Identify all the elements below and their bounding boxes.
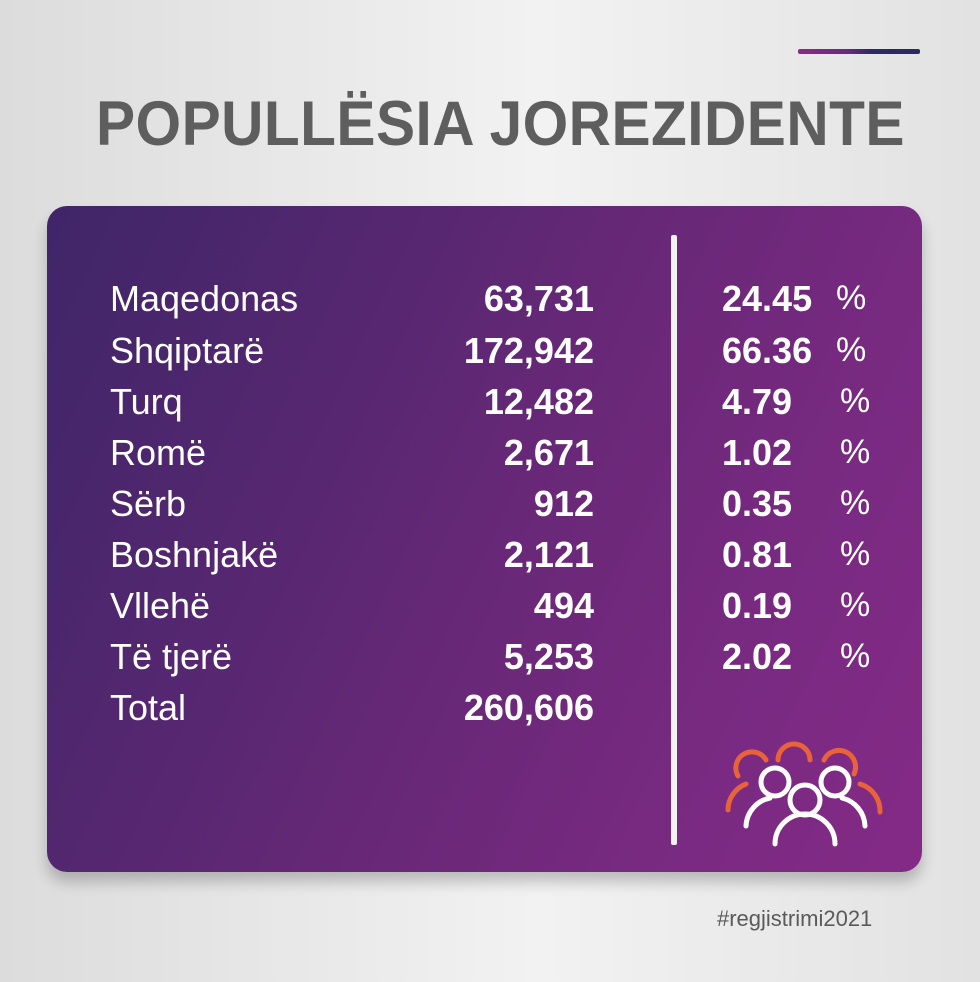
row-value: 12,482	[483, 381, 594, 422]
row-label: Boshnjakë	[110, 534, 279, 575]
page-title: POPULLËSIA JOREZIDENTE	[96, 89, 905, 159]
row-percent: 2.02	[722, 636, 793, 677]
row-label: Sërb	[110, 483, 187, 524]
total-value: 260,606	[463, 687, 594, 728]
row-label: Shqiptarë	[110, 330, 265, 371]
percent-sign: %	[840, 382, 871, 420]
row-value: 63,731	[483, 278, 594, 319]
percent-sign: %	[840, 637, 871, 675]
percent-sign: %	[836, 279, 867, 317]
total-label: Total	[110, 687, 187, 728]
row-label: Turq	[110, 381, 183, 422]
percent-sign: %	[840, 586, 871, 624]
row-value: 172,942	[463, 330, 594, 371]
percent-sign: %	[840, 535, 871, 573]
row-value: 2,121	[503, 534, 594, 575]
row-value: 494	[533, 585, 594, 626]
row-percent: 4.79	[722, 381, 793, 422]
row-value: 2,671	[503, 432, 594, 473]
row-percent: 1.02	[722, 432, 793, 473]
row-label: Romë	[110, 432, 207, 473]
percent-sign: %	[840, 484, 871, 522]
row-label: Maqedonas	[110, 278, 299, 319]
row-value: 912	[533, 483, 594, 524]
column-divider	[671, 235, 677, 845]
row-percent: 0.19	[722, 585, 793, 626]
percent-sign: %	[840, 433, 871, 471]
accent-line	[798, 49, 920, 54]
hashtag: #regjistrimi2021	[717, 906, 873, 931]
row-label: Vllehë	[110, 585, 211, 626]
row-value: 5,253	[503, 636, 594, 677]
row-percent: 66.36	[722, 330, 813, 371]
percent-sign: %	[836, 331, 867, 369]
row-percent: 0.81	[722, 534, 793, 575]
row-label: Të tjerë	[110, 636, 233, 677]
row-percent: 24.45	[722, 278, 813, 319]
row-percent: 0.35	[722, 483, 793, 524]
people-group-icon	[725, 741, 883, 847]
